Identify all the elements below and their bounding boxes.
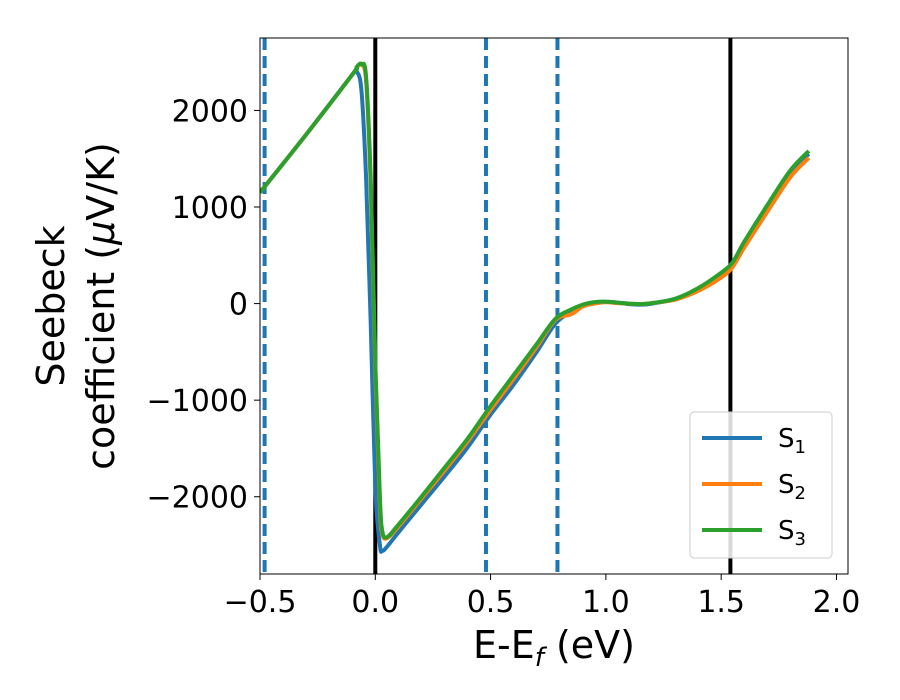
y-tick-label: 0 bbox=[229, 288, 248, 323]
x-axis-ticks: −0.5 0.0 0.5 1.0 1.5 2.0 bbox=[224, 574, 861, 620]
y-axis-label-mu: μ bbox=[79, 221, 123, 246]
axes-frame bbox=[259, 37, 849, 575]
x-axis-label: E-Ef (eV) bbox=[473, 623, 635, 673]
x-axis-label-main: E-E bbox=[473, 623, 535, 667]
y-axis-ticks: −2000 −1000 0 1000 2000 bbox=[147, 94, 260, 516]
y-tick-label: 2000 bbox=[172, 94, 248, 129]
x-axis-label-unit: (eV) bbox=[544, 623, 635, 667]
y-axis-label-text: coefficient ( bbox=[79, 245, 123, 470]
y-axis-label-line2: coefficient (μV/K) bbox=[79, 142, 123, 470]
x-tick-label: 0.5 bbox=[467, 585, 515, 620]
y-tick-label: −2000 bbox=[147, 481, 248, 516]
legend-label-s2: S2 bbox=[778, 470, 806, 504]
legend-label-s1: S1 bbox=[778, 424, 806, 458]
x-tick-label: 1.5 bbox=[697, 585, 745, 620]
series-line-s3 bbox=[260, 61, 811, 540]
reference-lines bbox=[262, 38, 733, 574]
legend: S1 S2 S3 bbox=[689, 411, 833, 559]
x-tick-label: 0.0 bbox=[351, 585, 399, 620]
y-tick-label: −1000 bbox=[147, 384, 248, 419]
y-tick-label: 1000 bbox=[172, 191, 248, 226]
y-axis-label: Seebeck coefficient (μV/K) bbox=[29, 142, 123, 470]
legend-label-s3: S3 bbox=[778, 516, 806, 550]
x-tick-label: 2.0 bbox=[813, 585, 861, 620]
x-tick-label: −0.5 bbox=[224, 585, 297, 620]
y-axis-label-line1: Seebeck bbox=[29, 225, 73, 386]
x-tick-label: 1.0 bbox=[582, 585, 630, 620]
y-axis-label-unit: V/K) bbox=[79, 142, 123, 221]
series-lines bbox=[260, 61, 811, 554]
